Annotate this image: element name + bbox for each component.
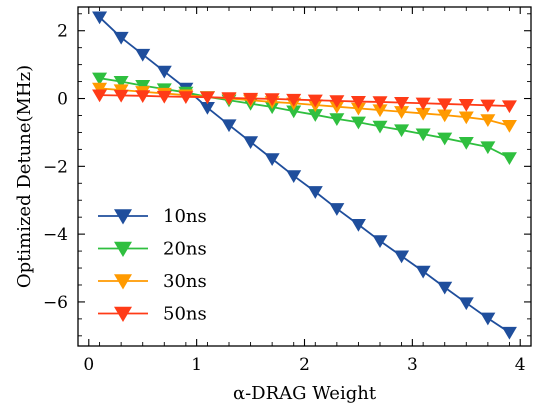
data-point-50ns xyxy=(329,95,345,109)
data-point-10ns xyxy=(92,11,108,25)
data-point-10ns xyxy=(307,186,323,199)
series-10ns xyxy=(92,11,517,340)
data-point-30ns xyxy=(394,106,410,119)
data-point-10ns xyxy=(264,153,280,166)
legend-marker xyxy=(114,241,132,258)
data-point-50ns xyxy=(437,98,453,112)
data-point-10ns xyxy=(243,136,259,150)
legend-label: 10ns xyxy=(163,206,207,227)
legend-item-10ns: 10ns xyxy=(98,206,207,227)
data-point-30ns xyxy=(92,82,108,96)
y-tick-label: 2 xyxy=(57,22,68,42)
data-point-10ns xyxy=(394,250,410,264)
data-point-30ns xyxy=(350,102,366,116)
x-axis-label: α-DRAG Weight xyxy=(233,383,377,404)
y-tick-label: −2 xyxy=(43,157,68,177)
legend-label: 20ns xyxy=(163,239,207,260)
data-point-10ns xyxy=(458,297,474,311)
legend-label: 50ns xyxy=(163,304,207,325)
series-20ns xyxy=(92,72,517,165)
data-point-50ns xyxy=(394,96,410,110)
data-point-30ns xyxy=(458,111,474,125)
data-point-20ns xyxy=(92,72,108,86)
legend: 10ns 20ns 30ns 50ns xyxy=(98,206,207,325)
data-point-10ns xyxy=(415,265,431,279)
data-point-30ns xyxy=(480,114,496,128)
y-tick-label: −6 xyxy=(43,293,68,313)
data-point-10ns xyxy=(135,48,151,62)
data-point-10ns xyxy=(350,219,366,232)
x-tick-label: 4 xyxy=(515,355,526,375)
series-50ns xyxy=(92,89,517,114)
y-tick-label: −4 xyxy=(43,225,68,245)
data-point-50ns xyxy=(372,96,388,110)
legend-marker xyxy=(114,209,132,225)
plot-frame xyxy=(77,6,532,347)
data-point-20ns xyxy=(307,109,323,122)
data-point-50ns xyxy=(415,97,431,111)
data-point-50ns xyxy=(156,90,172,104)
ticks-layer: 0 1 2 3 4 2 0 −2 −4 −6 xyxy=(43,7,532,375)
data-point-10ns xyxy=(113,31,129,45)
legend-item-30ns: 30ns xyxy=(98,271,207,292)
data-point-50ns xyxy=(501,100,517,114)
data-point-30ns xyxy=(415,107,431,121)
data-point-30ns xyxy=(437,109,453,123)
data-point-10ns xyxy=(372,235,388,249)
legend-label: 30ns xyxy=(163,271,207,292)
y-tick-label: 0 xyxy=(57,90,68,110)
data-point-20ns xyxy=(501,152,517,165)
data-point-50ns xyxy=(199,91,215,105)
data-point-20ns xyxy=(286,105,302,119)
legend-marker xyxy=(114,274,132,290)
data-point-20ns xyxy=(329,113,345,126)
data-point-10ns xyxy=(156,65,172,79)
data-point-50ns xyxy=(135,90,151,103)
data-point-50ns xyxy=(264,93,280,106)
data-point-50ns xyxy=(307,94,323,108)
data-point-20ns xyxy=(437,132,453,146)
series-30ns xyxy=(92,82,517,133)
data-point-50ns xyxy=(286,93,302,107)
data-point-50ns xyxy=(221,92,237,105)
x-tick-label: 0 xyxy=(83,355,94,375)
data-point-20ns xyxy=(480,141,496,155)
data-point-20ns xyxy=(350,116,366,130)
series-layer xyxy=(92,11,517,340)
data-point-50ns xyxy=(480,99,496,113)
data-point-10ns xyxy=(501,326,517,340)
data-point-20ns xyxy=(415,128,431,142)
x-tick-label: 2 xyxy=(299,355,310,375)
data-point-30ns xyxy=(372,104,388,118)
x-tick-label: 3 xyxy=(407,355,418,375)
data-point-50ns xyxy=(243,92,259,106)
data-point-50ns xyxy=(458,99,474,112)
data-point-10ns xyxy=(286,170,302,183)
data-point-10ns xyxy=(221,119,237,133)
data-point-20ns xyxy=(113,75,129,89)
data-point-20ns xyxy=(372,120,388,134)
legend-marker xyxy=(114,306,132,323)
x-tick-label: 1 xyxy=(191,355,202,375)
data-point-30ns xyxy=(501,120,517,133)
data-point-50ns xyxy=(113,89,129,103)
data-point-10ns xyxy=(199,102,215,115)
data-point-50ns xyxy=(350,95,366,109)
data-point-10ns xyxy=(437,281,453,295)
data-point-50ns xyxy=(178,91,194,104)
legend-item-50ns: 50ns xyxy=(98,304,207,325)
y-axis-label: Optimized Detune(MHz) xyxy=(14,65,35,288)
data-point-10ns xyxy=(329,203,345,216)
data-point-10ns xyxy=(480,312,496,326)
data-point-20ns xyxy=(394,124,410,138)
data-point-50ns xyxy=(92,89,108,103)
data-point-20ns xyxy=(458,136,474,150)
legend-item-20ns: 20ns xyxy=(98,239,207,260)
